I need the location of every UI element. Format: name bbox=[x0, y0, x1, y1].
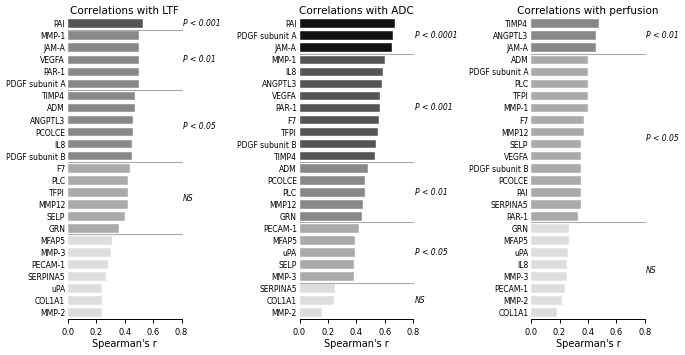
Text: P < 0.01: P < 0.01 bbox=[183, 55, 216, 64]
Bar bbox=[68, 80, 139, 88]
Bar bbox=[531, 176, 581, 185]
Text: P < 0.05: P < 0.05 bbox=[183, 121, 216, 131]
Bar bbox=[68, 248, 110, 257]
Bar bbox=[531, 20, 599, 28]
Title: Correlations with LTF: Correlations with LTF bbox=[71, 6, 179, 16]
Title: Correlations with ADC: Correlations with ADC bbox=[299, 6, 414, 16]
Bar bbox=[68, 92, 135, 100]
Bar bbox=[299, 92, 380, 100]
Bar bbox=[299, 128, 377, 136]
X-axis label: Spearman's r: Spearman's r bbox=[92, 339, 157, 349]
Bar bbox=[531, 284, 565, 293]
Text: P < 0.0001: P < 0.0001 bbox=[414, 31, 457, 40]
Title: Correlations with perfusion: Correlations with perfusion bbox=[517, 6, 659, 16]
Bar bbox=[531, 224, 569, 233]
Bar bbox=[299, 200, 364, 209]
Bar bbox=[299, 212, 362, 221]
Bar bbox=[68, 140, 132, 148]
X-axis label: Spearman's r: Spearman's r bbox=[324, 339, 388, 349]
Bar bbox=[68, 32, 139, 40]
Bar bbox=[299, 188, 365, 197]
X-axis label: Spearman's r: Spearman's r bbox=[556, 339, 621, 349]
Bar bbox=[299, 248, 355, 257]
Bar bbox=[68, 67, 139, 76]
Bar bbox=[299, 116, 379, 124]
Bar bbox=[68, 272, 106, 281]
Bar bbox=[68, 43, 139, 52]
Bar bbox=[531, 140, 581, 148]
Bar bbox=[299, 67, 384, 76]
Bar bbox=[68, 296, 102, 305]
Bar bbox=[299, 20, 395, 28]
Text: P < 0.001: P < 0.001 bbox=[414, 104, 452, 113]
Bar bbox=[299, 224, 359, 233]
Bar bbox=[299, 80, 382, 88]
Bar bbox=[531, 296, 562, 305]
Bar bbox=[299, 164, 368, 173]
Bar bbox=[68, 224, 119, 233]
Bar bbox=[531, 152, 581, 160]
Bar bbox=[68, 55, 139, 64]
Bar bbox=[299, 55, 385, 64]
Bar bbox=[531, 272, 566, 281]
Bar bbox=[68, 284, 102, 293]
Text: P < 0.01: P < 0.01 bbox=[646, 31, 679, 40]
Bar bbox=[531, 32, 597, 40]
Bar bbox=[68, 128, 134, 136]
Bar bbox=[299, 308, 322, 317]
Bar bbox=[531, 67, 588, 76]
Bar bbox=[531, 128, 584, 136]
Bar bbox=[299, 176, 365, 185]
Bar bbox=[531, 236, 569, 245]
Bar bbox=[299, 104, 380, 112]
Bar bbox=[531, 43, 597, 52]
Bar bbox=[68, 212, 125, 221]
Bar bbox=[68, 104, 135, 112]
Text: P < 0.05: P < 0.05 bbox=[414, 248, 447, 257]
Bar bbox=[68, 236, 112, 245]
Bar bbox=[531, 116, 584, 124]
Bar bbox=[68, 176, 127, 185]
Bar bbox=[68, 20, 143, 28]
Bar bbox=[68, 188, 127, 197]
Bar bbox=[299, 284, 335, 293]
Bar bbox=[531, 164, 581, 173]
Text: P < 0.001: P < 0.001 bbox=[183, 19, 221, 28]
Text: P < 0.01: P < 0.01 bbox=[414, 188, 447, 197]
Bar bbox=[299, 32, 393, 40]
Bar bbox=[531, 308, 557, 317]
Bar bbox=[299, 260, 353, 269]
Bar bbox=[531, 248, 568, 257]
Bar bbox=[68, 260, 108, 269]
Bar bbox=[299, 140, 376, 148]
Bar bbox=[299, 296, 334, 305]
Bar bbox=[68, 308, 102, 317]
Text: NS: NS bbox=[646, 266, 657, 275]
Bar bbox=[68, 152, 132, 160]
Bar bbox=[68, 116, 134, 124]
Bar bbox=[531, 92, 588, 100]
Text: P < 0.05: P < 0.05 bbox=[646, 133, 679, 143]
Bar bbox=[531, 188, 581, 197]
Bar bbox=[531, 260, 566, 269]
Bar bbox=[68, 164, 130, 173]
Text: NS: NS bbox=[414, 296, 425, 305]
Bar bbox=[531, 104, 588, 112]
Bar bbox=[299, 236, 355, 245]
Bar bbox=[531, 55, 588, 64]
Bar bbox=[531, 80, 588, 88]
Bar bbox=[68, 200, 127, 209]
Bar bbox=[299, 152, 375, 160]
Bar bbox=[299, 43, 392, 52]
Bar bbox=[531, 212, 578, 221]
Text: NS: NS bbox=[183, 194, 194, 203]
Bar bbox=[531, 200, 581, 209]
Bar bbox=[299, 272, 353, 281]
